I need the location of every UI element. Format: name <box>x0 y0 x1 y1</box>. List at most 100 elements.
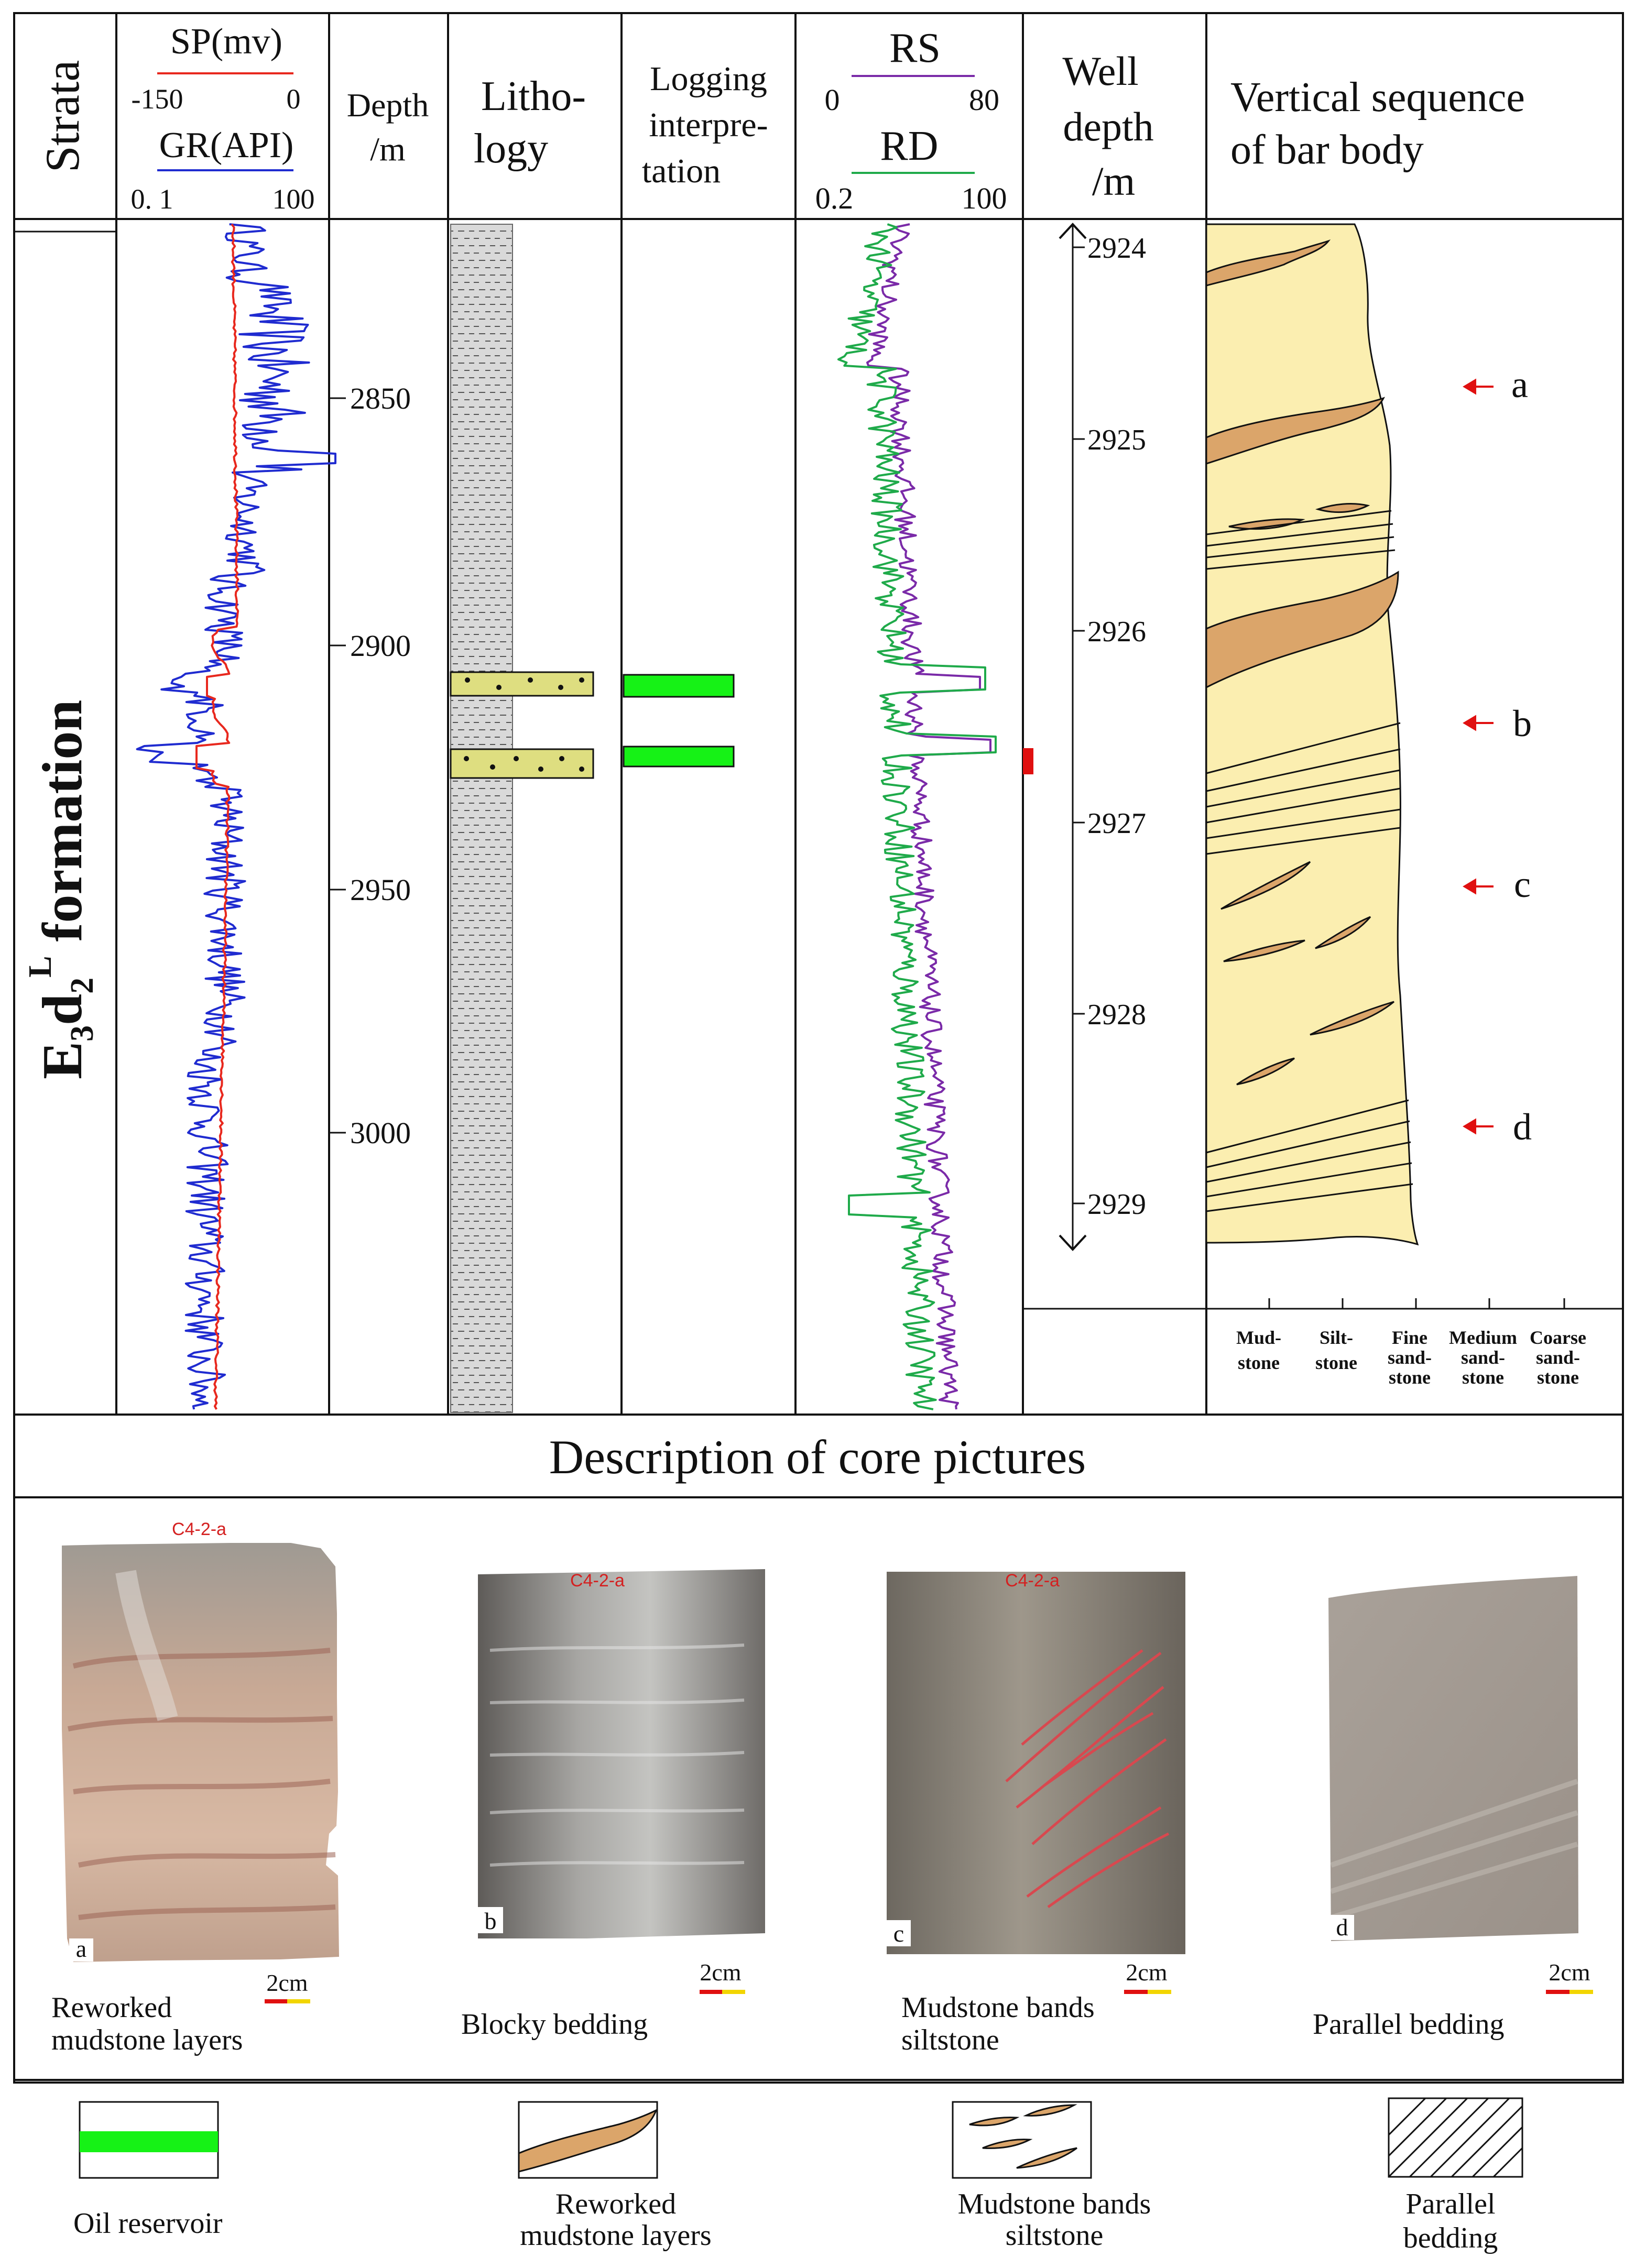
arrow-label-c: c <box>1514 863 1531 905</box>
reworked-mudstone-layer <box>1205 239 1331 287</box>
formation-suffix: formation <box>31 700 94 956</box>
core-letter: d <box>1336 1914 1348 1941</box>
gr-min: 0. 1 <box>131 183 173 215</box>
core-photo-b: b C4-2-a 2cm Blocky bedding <box>461 1569 765 2041</box>
formation-sub2: 2 <box>64 978 100 994</box>
arrow-label-a: a <box>1511 364 1528 406</box>
rs-curve <box>866 223 991 1410</box>
sample-arrows <box>1463 378 1494 1135</box>
core-caption: Blocky bedding <box>461 2008 648 2041</box>
axis-arrow-bottom <box>1059 1234 1087 1251</box>
logging-header-3: tation <box>642 152 721 190</box>
legend-label-2: siltstone <box>1006 2219 1104 2252</box>
core-letter: c <box>893 1920 904 1947</box>
well-depth-tick-label: 2924 <box>1087 232 1146 265</box>
logging-interpretation-column <box>623 674 735 768</box>
rd-max: 100 <box>962 181 1007 215</box>
scale-label: 2cm <box>1549 1959 1590 1986</box>
grain-size-label: sand- <box>1461 1347 1505 1368</box>
bar-body <box>1205 223 1419 1246</box>
scale-label: 2cm <box>266 1969 308 1996</box>
logging-header: Logging <box>650 60 767 98</box>
core-tag: C4-2-a <box>1005 1571 1060 1591</box>
legend-mudstone-bands: Mudstone bands siltstone <box>952 2101 1151 2252</box>
vertical-sequence-column: a b c d Mud-stoneSilt-stoneFinesand-ston… <box>1205 223 1623 1388</box>
legend-parallel-bedding: Parallel bedding <box>1388 2097 1523 2254</box>
legend-label: Oil reservoir <box>73 2207 223 2240</box>
formation-sub1: 3 <box>64 1025 100 1042</box>
core-section-title: Description of core pictures <box>549 1430 1086 1484</box>
legend-label: Mudstone bands <box>958 2188 1151 2220</box>
grain-size-label: stone <box>1315 1352 1357 1373</box>
depth-tick-label: 2850 <box>350 381 411 415</box>
well-depth-column: 2924 2925 2926 2927 2928 2929 <box>1023 223 1146 1251</box>
depth-axis: 2850 2900 2950 3000 <box>329 381 411 1150</box>
oil-swatch <box>80 2131 218 2152</box>
strata-header: Strata <box>36 60 89 173</box>
formation-mid: d <box>31 994 94 1025</box>
formation-prefix: E <box>31 1042 94 1079</box>
lithology-header: Litho- <box>481 73 586 119</box>
header-row: Strata SP(mv) -150 0 GR(API) 0. 1 100 De… <box>36 21 1525 215</box>
mudstone-band <box>1315 916 1371 949</box>
depth-tick-label: 2950 <box>350 873 411 907</box>
core-caption-2: mudstone layers <box>51 2024 243 2056</box>
core-caption: Mudstone bands <box>901 1991 1095 2024</box>
well-depth-header: Well <box>1062 48 1138 94</box>
well-depth-tick-label: 2928 <box>1087 999 1146 1031</box>
rd-min: 0.2 <box>815 181 854 215</box>
depth-tick-label: 2900 <box>350 629 411 663</box>
grain-size-label: stone <box>1238 1352 1280 1373</box>
legend-label: Reworked <box>555 2188 676 2220</box>
well-depth-header-2: depth <box>1063 104 1153 149</box>
core-caption: Reworked <box>51 1991 172 2024</box>
arrow-label-b: b <box>1513 703 1532 744</box>
core-letter: b <box>485 1908 497 1934</box>
sp-gr-track <box>136 223 336 1410</box>
sandstone-bed <box>450 671 594 697</box>
legend-label-2: bedding <box>1403 2222 1498 2254</box>
reworked-mudstone-layer <box>1205 571 1399 689</box>
mudstone-band <box>1220 861 1311 910</box>
reworked-mudstone-layer <box>1315 503 1370 513</box>
parallel-bedding-set <box>1206 510 1413 1212</box>
well-depth-tick-label: 2926 <box>1087 616 1146 648</box>
grain-size-label: sand- <box>1536 1347 1580 1368</box>
grain-size-label: Coarse <box>1530 1327 1586 1348</box>
core-tag: C4-2-a <box>570 1571 625 1591</box>
formation-sup: L <box>23 956 58 978</box>
core-photo-a: a C4-2-a 2cm Reworked mudstone layers <box>51 1519 339 2056</box>
gr-curve <box>136 223 336 1410</box>
rd-curve <box>837 223 997 1410</box>
depth-header: Depth <box>347 86 429 124</box>
well-depth-tick-label: 2925 <box>1087 424 1146 456</box>
sp-title: SP(mv) <box>170 21 282 62</box>
oil-reservoir-interval <box>623 674 735 698</box>
legend-reworked-mudstone: Reworked mudstone layers <box>518 2101 712 2252</box>
well-depth-tick-label: 2929 <box>1087 1188 1146 1221</box>
grain-size-label: Mud- <box>1236 1327 1281 1348</box>
grain-size-label: stone <box>1462 1367 1504 1388</box>
mudstone-band <box>1310 1001 1394 1036</box>
scale-label: 2cm <box>700 1959 741 1986</box>
rs-rd-track <box>837 223 997 1410</box>
rs-title: RS <box>889 25 941 71</box>
sp-min: -150 <box>132 83 183 115</box>
grain-size-label: Medium <box>1449 1327 1517 1348</box>
gr-max: 100 <box>272 183 315 215</box>
mudstone-band <box>1223 939 1305 962</box>
well-depth-header-3: /m <box>1092 158 1135 204</box>
grain-size-label: sand- <box>1388 1347 1432 1368</box>
core-photo-c: c C4-2-a 2cm Mudstone bands siltstone <box>887 1571 1185 2056</box>
axis-arrow-top <box>1059 223 1087 239</box>
core-photo-d: d 2cm Parallel bedding <box>1313 1576 1593 2041</box>
mudstone-band <box>1236 1057 1295 1086</box>
mudstone-column <box>450 224 513 1413</box>
core-letter: a <box>76 1935 86 1962</box>
vertical-sequence-header: Vertical sequence <box>1230 74 1525 120</box>
rd-title: RD <box>880 123 938 169</box>
formation-label: E3d2L formation <box>23 700 100 1079</box>
depth-header-unit: /m <box>370 130 406 168</box>
arrow-label-d: d <box>1513 1106 1532 1148</box>
